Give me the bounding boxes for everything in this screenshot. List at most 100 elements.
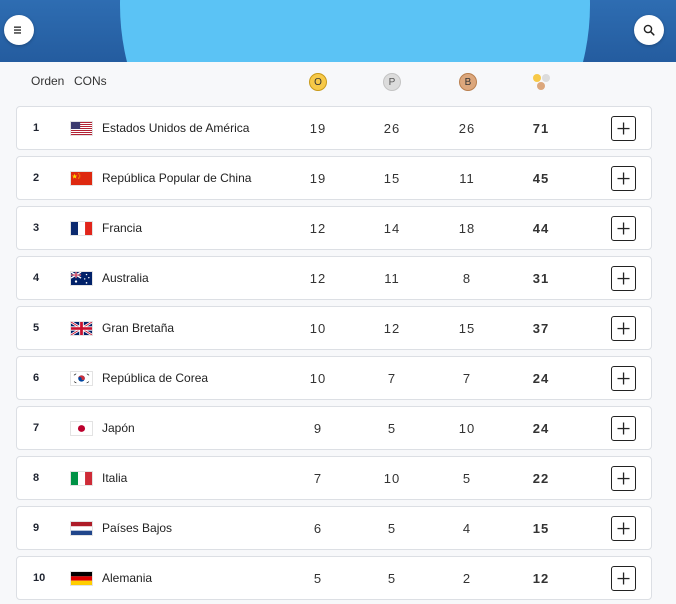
expand-row-button[interactable] (611, 516, 636, 541)
expand-row-button[interactable] (611, 266, 636, 291)
expand-row-button[interactable] (611, 566, 636, 591)
total-count: 71 (532, 121, 550, 136)
silver-count: 15 (383, 171, 401, 186)
bronze-medal-header[interactable]: B (459, 73, 477, 91)
usa-flag-icon (70, 121, 93, 136)
plus-icon (617, 272, 630, 285)
table-header: Orden CONs O P B (0, 62, 676, 100)
gold-medal-header[interactable]: O (309, 73, 327, 91)
rank-value: 6 (33, 372, 40, 384)
gold-count: 6 (313, 521, 323, 536)
china-flag-icon (70, 171, 93, 186)
bronze-count: 15 (458, 321, 476, 336)
search-icon (643, 24, 655, 36)
bronze-count: 7 (462, 371, 472, 386)
bronze-count: 18 (458, 221, 476, 236)
expand-row-button[interactable] (611, 316, 636, 341)
table-row[interactable]: 7 Japón 9 5 10 24 (16, 406, 652, 450)
table-row[interactable]: 2 República Popular de China 19 15 11 45 (16, 156, 652, 200)
table-row[interactable]: 9 Países Bajos 6 5 4 15 (16, 506, 652, 550)
top-bar (0, 0, 676, 62)
silver-count: 7 (387, 371, 397, 386)
gold-count: 12 (309, 221, 327, 236)
table-row[interactable]: 10 Alemania 5 5 2 12 (16, 556, 652, 600)
country-name[interactable]: República de Corea (102, 371, 209, 385)
plus-icon (617, 472, 630, 485)
bronze-count: 26 (458, 121, 476, 136)
total-count: 37 (532, 321, 550, 336)
country-name[interactable]: Italia (102, 471, 128, 485)
table-row[interactable]: 8 Italia 7 10 5 22 (16, 456, 652, 500)
plus-icon (617, 222, 630, 235)
total-count: 22 (532, 471, 550, 486)
total-count: 44 (532, 221, 550, 236)
country-name[interactable]: Japón (102, 421, 135, 435)
gold-count: 7 (313, 471, 323, 486)
bronze-count: 10 (458, 421, 476, 436)
expand-row-button[interactable] (611, 416, 636, 441)
expand-row-button[interactable] (611, 466, 636, 491)
gold-count: 19 (309, 121, 327, 136)
plus-icon (617, 372, 630, 385)
france-flag-icon (70, 221, 93, 236)
expand-row-button[interactable] (611, 216, 636, 241)
country-name[interactable]: República Popular de China (102, 171, 252, 185)
silver-count: 11 (384, 271, 400, 286)
bronze-count: 5 (462, 471, 472, 486)
gold-count: 9 (313, 421, 323, 436)
country-name[interactable]: Estados Unidos de América (102, 121, 250, 135)
rank-value: 5 (33, 322, 40, 334)
bronze-count: 2 (462, 571, 472, 586)
rank-value: 9 (33, 522, 40, 534)
expand-row-button[interactable] (611, 166, 636, 191)
medal-table: 1 Estados Unidos de América 19 26 26 71 2 Repúb… (16, 106, 652, 604)
table-row[interactable]: 6 República de Corea 10 7 7 24 (16, 356, 652, 400)
country-name[interactable]: Francia (102, 221, 143, 235)
rank-value: 8 (33, 472, 40, 484)
korea-flag-icon (70, 371, 93, 386)
gold-count: 19 (309, 171, 327, 186)
plus-icon (617, 522, 630, 535)
total-medals-icon[interactable] (531, 73, 553, 93)
silver-count: 5 (387, 571, 397, 586)
table-row[interactable]: 4 Australia 12 11 8 31 (16, 256, 652, 300)
plus-icon (617, 422, 630, 435)
country-column-header[interactable]: CONs (74, 74, 107, 88)
menu-icon (14, 26, 21, 34)
search-button[interactable] (634, 15, 664, 45)
rank-column-header[interactable]: Orden (31, 74, 65, 88)
silver-count: 26 (383, 121, 401, 136)
rank-value: 3 (33, 222, 40, 234)
country-name[interactable]: Países Bajos (102, 521, 173, 535)
rank-value: 4 (33, 272, 40, 284)
total-count: 24 (532, 371, 550, 386)
bronze-count: 8 (462, 271, 472, 286)
header-decoration (120, 0, 590, 62)
expand-row-button[interactable] (611, 366, 636, 391)
rank-value: 1 (33, 122, 40, 134)
expand-row-button[interactable] (611, 116, 636, 141)
menu-button[interactable] (4, 15, 34, 45)
plus-icon (617, 572, 630, 585)
silver-medal-header[interactable]: P (383, 73, 401, 91)
total-count: 45 (532, 171, 550, 186)
country-name[interactable]: Alemania (102, 571, 153, 585)
italy-flag-icon (70, 471, 93, 486)
gold-count: 10 (309, 371, 327, 386)
table-row[interactable]: 3 Francia 12 14 18 44 (16, 206, 652, 250)
silver-count: 5 (387, 421, 397, 436)
gold-count: 10 (309, 321, 327, 336)
country-name[interactable]: Gran Bretaña (102, 321, 175, 335)
silver-count: 10 (383, 471, 401, 486)
netherlands-flag-icon (70, 521, 93, 536)
bronze-count: 4 (462, 521, 472, 536)
plus-icon (617, 122, 630, 135)
uk-flag-icon (70, 321, 93, 336)
total-count: 24 (532, 421, 550, 436)
gold-count: 5 (313, 571, 323, 586)
australia-flag-icon (70, 271, 93, 286)
table-row[interactable]: 1 Estados Unidos de América 19 26 26 71 (16, 106, 652, 150)
rank-value: 2 (33, 172, 40, 184)
table-row[interactable]: 5 Gran Bretaña 10 12 15 37 (16, 306, 652, 350)
country-name[interactable]: Australia (102, 271, 149, 285)
